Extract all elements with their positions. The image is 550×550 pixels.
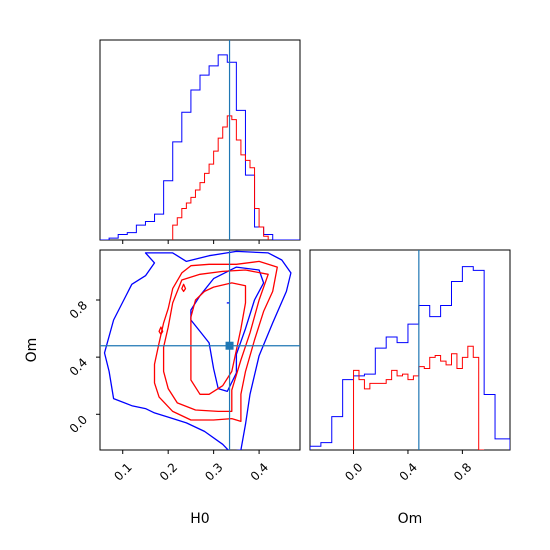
contour-blue-level-0 [103,250,292,450]
y-axis-title-Om: Om [24,338,40,363]
contour-red-level-2 [190,282,247,395]
truth-marker [225,341,234,350]
panel-hist-Om-frame [309,249,511,451]
hist-H0-series-blue [100,54,300,240]
x-tick-label-H0: 0.1 [111,460,134,483]
hist-Om-series-blue [310,266,510,450]
x-axis-title-H0: H0 [190,511,209,527]
hist-Om-layer: 0.0 0.4 0.8 [310,250,510,484]
x-tick-label-Om: 0.4 [397,460,420,483]
contour-layer: 0.0 0.4 0.8 0.1 0.2 0.3 0.4 [67,250,300,484]
x-tick-label-Om: 0.8 [451,460,474,483]
y-tick-label-Om: 0.0 [67,413,90,436]
x-tick-label-H0: 0.3 [202,460,225,483]
y-tick-label-Om: 0.4 [67,355,90,378]
contour-red-level-3 [181,283,187,293]
hist-H0-series-red [172,115,269,240]
contour-blue-level-1 [190,266,265,393]
contour-red-level-4 [158,326,164,335]
contour-red-level-0 [153,260,278,423]
x-tick-label-Om: 0.0 [342,460,365,483]
hist-H0-layer [100,40,300,244]
panel-contour-frame [99,249,301,451]
y-tick-label-Om: 0.8 [67,298,90,321]
x-axis-title-Om: Om [398,511,423,527]
x-tick-label-H0: 0.2 [157,460,180,483]
panel-hist-H0-frame [99,39,301,241]
x-tick-label-H0: 0.4 [248,460,271,483]
contour-red-level-1 [162,269,269,413]
